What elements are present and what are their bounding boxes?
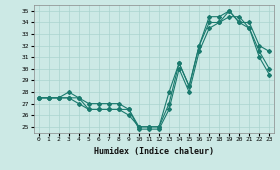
X-axis label: Humidex (Indice chaleur): Humidex (Indice chaleur): [94, 147, 214, 156]
